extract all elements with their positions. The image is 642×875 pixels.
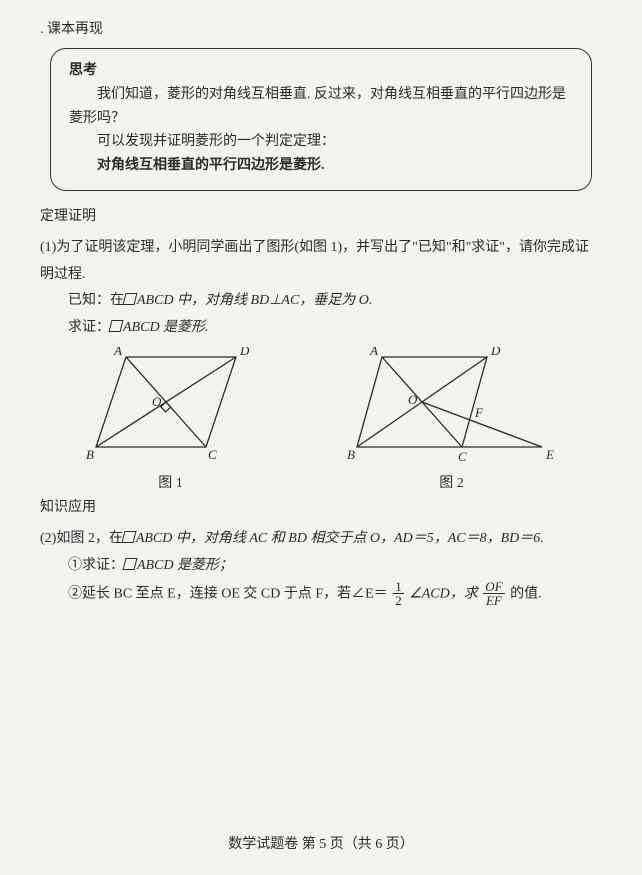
p1-b-prefix: 已知：在 <box>68 293 124 308</box>
think-line-3: 对角线互相垂直的平行四边形是菱形. <box>69 154 573 178</box>
p2-b: ①求证： ABCD 是菱形； <box>68 553 602 580</box>
parallelogram-icon <box>123 293 138 305</box>
think-box: 思考 我们知道，菱形的对角线互相垂直. 反过来，对角线互相垂直的平行四边形是菱形… <box>50 48 592 191</box>
p2-a: (2)如图 2，在 ABCD 中，对角线 AC 和 BD 相交于点 O，AD＝5，… <box>40 526 602 553</box>
proof-block: (1)为了证明该定理，小明同学画出了图形(如图 1)，并写出了"已知"和"求证"… <box>40 235 602 341</box>
svg-text:C: C <box>458 449 467 464</box>
p2-a-prefix: (2)如图 2，在 <box>40 531 123 546</box>
p2-c-mid: ∠ACD，求 <box>409 586 478 601</box>
svg-text:O: O <box>152 394 162 409</box>
figure-2-caption: 图 2 <box>347 472 557 492</box>
p2-c-prefix: ②延长 BC 至点 E，连接 OE 交 CD 于点 F，若∠E＝ <box>68 586 388 601</box>
svg-text:A: A <box>369 347 378 358</box>
svg-text:C: C <box>208 447 217 462</box>
svg-text:A: A <box>113 347 122 358</box>
svg-text:O: O <box>408 392 418 407</box>
think-line-1: 我们知道，菱形的对角线互相垂直. 反过来，对角线互相垂直的平行四边形是菱形吗？ <box>69 83 573 131</box>
p1-a: (1)为了证明该定理，小明同学画出了图形(如图 1)，并写出了"已知"和"求证"… <box>40 235 602 288</box>
p2-c: ②延长 BC 至点 E，连接 OE 交 CD 于点 F，若∠E＝ 1 2 ∠AC… <box>68 580 602 608</box>
svg-text:D: D <box>490 347 501 358</box>
parallelogram-icon <box>123 558 138 570</box>
p1-c-mid: ABCD 是菱形. <box>123 320 209 335</box>
p1-b-mid: ABCD 中，对角线 BD⊥AC，垂足为 O. <box>137 293 372 308</box>
fraction-of-ef: OF EF <box>483 580 504 608</box>
frac-de: 2 <box>393 594 404 608</box>
p2-b-prefix: ①求证： <box>68 558 124 573</box>
section-title-apply: 知识应用 <box>40 496 602 516</box>
svg-text:F: F <box>474 405 484 420</box>
section-title-proof: 定理证明 <box>40 205 602 225</box>
p2-b-mid: ABCD 是菱形； <box>137 558 233 573</box>
figure-1: A B C D O 图 1 <box>86 347 256 492</box>
svg-text:B: B <box>86 447 94 462</box>
figure-row: A B C D O 图 1 A B C D O E F 图 2 <box>40 347 602 492</box>
apply-block: (2)如图 2，在 ABCD 中，对角线 AC 和 BD 相交于点 O，AD＝5，… <box>40 526 602 607</box>
p2-c-suffix: 的值. <box>510 586 542 601</box>
p1-c-prefix: 求证： <box>68 320 110 335</box>
svg-text:B: B <box>347 447 355 462</box>
figure-1-caption: 图 1 <box>86 472 256 492</box>
think-line-2: 可以发现并证明菱形的一个判定定理： <box>69 130 573 154</box>
parallelogram-icon <box>109 320 124 332</box>
think-heading: 思考 <box>69 59 573 83</box>
section-title-textbook: . 课本再现 <box>40 18 602 38</box>
frac2-de: EF <box>483 594 504 608</box>
figure-1-svg: A B C D O <box>86 347 256 465</box>
svg-text:D: D <box>239 347 250 358</box>
frac2-nu: OF <box>483 580 504 595</box>
parallelogram-icon <box>121 531 136 543</box>
svg-text:E: E <box>545 447 554 462</box>
figure-2: A B C D O E F 图 2 <box>347 347 557 492</box>
p2-a-mid: ABCD 中，对角线 AC 和 BD 相交于点 O，AD＝5，AC＝8，BD＝6… <box>136 531 544 546</box>
fraction-half: 1 2 <box>393 580 404 608</box>
frac-nu: 1 <box>393 580 404 595</box>
p1-b: 已知：在 ABCD 中，对角线 BD⊥AC，垂足为 O. <box>68 288 602 315</box>
page-footer: 数学试题卷 第 5 页（共 6 页） <box>0 833 642 853</box>
figure-2-svg: A B C D O E F <box>347 347 557 465</box>
p1-c: 求证： ABCD 是菱形. <box>68 315 602 342</box>
